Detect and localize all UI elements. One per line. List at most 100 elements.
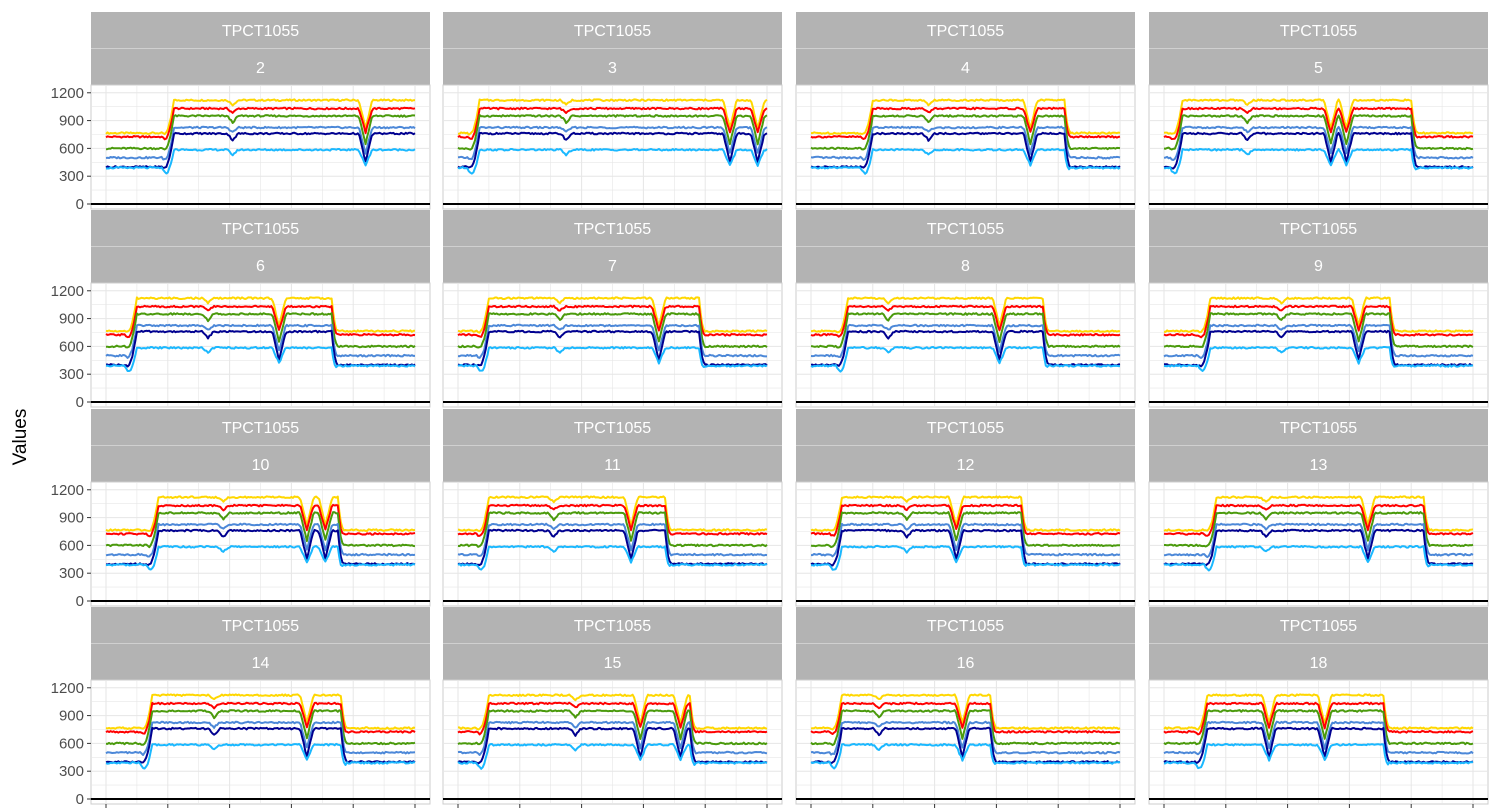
series-line-1 bbox=[1163, 98, 1474, 135]
series-line-6 bbox=[457, 545, 768, 571]
y-tick-label: 900 bbox=[59, 708, 84, 725]
series-line-4 bbox=[457, 522, 768, 557]
strip-bottom bbox=[91, 446, 430, 482]
series-line-1 bbox=[810, 693, 1121, 731]
series-line-2 bbox=[105, 503, 416, 538]
series-line-1 bbox=[457, 495, 768, 533]
strip-label-top: TPCT1055 bbox=[1280, 221, 1357, 238]
facet-panel-8: TPCT1055 8 bbox=[795, 210, 1136, 408]
strip-label-panel: 14 bbox=[252, 655, 270, 672]
strip-label-top: TPCT1055 bbox=[222, 221, 299, 238]
strip-bottom bbox=[796, 247, 1135, 283]
facet-panel-16: TPCT1055 16 bbox=[795, 607, 1136, 808]
y-tick-label: 900 bbox=[59, 113, 84, 130]
strip-top bbox=[443, 607, 782, 643]
series-line-2 bbox=[457, 701, 768, 736]
strip-label-top: TPCT1055 bbox=[574, 221, 651, 238]
series-line-6 bbox=[105, 545, 416, 571]
series-line-1 bbox=[1163, 693, 1474, 731]
strip-top bbox=[1149, 607, 1488, 643]
series-line-5 bbox=[1164, 329, 1474, 368]
series-line-1 bbox=[811, 296, 1121, 334]
facet-panel-15: TPCT1055 15 bbox=[442, 607, 783, 808]
strip-top bbox=[796, 12, 1135, 48]
strip-top bbox=[443, 210, 782, 246]
strip-top bbox=[796, 409, 1135, 445]
strip-label-top: TPCT1055 bbox=[927, 23, 1004, 40]
series-line-6 bbox=[1163, 743, 1474, 770]
series-line-6 bbox=[105, 742, 415, 770]
series-line-2 bbox=[457, 106, 768, 140]
series-line-1 bbox=[105, 296, 415, 333]
series-line-3 bbox=[1163, 114, 1474, 151]
strip-label-top: TPCT1055 bbox=[222, 420, 299, 437]
strip-top bbox=[1149, 210, 1488, 246]
series-line-2 bbox=[810, 701, 1120, 735]
strip-bottom bbox=[1149, 644, 1488, 680]
strip-top bbox=[443, 12, 782, 48]
series-line-3 bbox=[810, 312, 1121, 349]
series-line-3 bbox=[105, 511, 416, 549]
series-line-3 bbox=[457, 511, 768, 548]
series-line-4 bbox=[105, 720, 416, 756]
strip-label-top: TPCT1055 bbox=[1280, 618, 1357, 635]
facet-panel-7: TPCT1055 7 bbox=[442, 210, 783, 408]
series-line-6 bbox=[106, 346, 416, 372]
series-line-6 bbox=[457, 743, 768, 770]
facet-panel-5: TPCT1055 5 bbox=[1148, 12, 1489, 210]
strip-label-top: TPCT1055 bbox=[222, 618, 299, 635]
strip-label-panel: 11 bbox=[604, 457, 621, 474]
series-line-3 bbox=[810, 511, 1121, 549]
strip-top bbox=[796, 607, 1135, 643]
series-line-6 bbox=[1163, 346, 1474, 372]
series-line-6 bbox=[1163, 147, 1474, 175]
strip-bottom bbox=[796, 49, 1135, 85]
strip-label-top: TPCT1055 bbox=[574, 618, 651, 635]
y-axis-title: Values bbox=[10, 409, 31, 466]
y-tick-label: 1200 bbox=[51, 85, 84, 102]
strip-top bbox=[91, 12, 430, 48]
series-line-6 bbox=[105, 148, 416, 175]
series-line-5 bbox=[810, 131, 1121, 169]
y-tick-label: 0 bbox=[76, 196, 84, 213]
series-line-3 bbox=[106, 312, 416, 349]
y-tick-label: 600 bbox=[59, 735, 84, 752]
strip-label-panel: 9 bbox=[1314, 258, 1323, 275]
strip-label-panel: 15 bbox=[604, 655, 622, 672]
strip-top bbox=[91, 409, 430, 445]
strip-top bbox=[443, 409, 782, 445]
series-line-1 bbox=[457, 693, 768, 731]
strip-top bbox=[91, 607, 430, 643]
y-tick-label: 300 bbox=[59, 565, 84, 582]
facet-panel-3: TPCT1055 3 bbox=[442, 12, 783, 210]
strip-bottom bbox=[91, 49, 430, 85]
strip-bottom bbox=[443, 247, 782, 283]
strip-label-top: TPCT1055 bbox=[927, 618, 1004, 635]
series-line-4 bbox=[457, 323, 767, 359]
series-line-5 bbox=[457, 131, 768, 169]
strip-label-panel: 8 bbox=[961, 258, 970, 275]
series-line-4 bbox=[105, 323, 415, 359]
strip-bottom bbox=[1149, 446, 1488, 482]
strip-label-top: TPCT1055 bbox=[1280, 420, 1357, 437]
series-line-1 bbox=[1163, 495, 1474, 532]
strip-top bbox=[1149, 12, 1488, 48]
series-line-4 bbox=[810, 125, 1121, 161]
series-line-4 bbox=[811, 522, 1121, 558]
facet-panel-18: TPCT1055 18 bbox=[1148, 607, 1489, 808]
facet-panel-13: TPCT1055 13 bbox=[1148, 409, 1489, 607]
facet-panel-2: TPCT1055 2 0 300 600 900 1200 bbox=[51, 12, 431, 213]
y-tick-label: 1200 bbox=[51, 680, 84, 697]
series-line-6 bbox=[810, 346, 1120, 373]
series-line-1 bbox=[810, 495, 1121, 532]
series-line-3 bbox=[105, 114, 416, 151]
strip-label-top: TPCT1055 bbox=[222, 23, 299, 40]
facet-panel-4: TPCT1055 4 bbox=[795, 12, 1136, 210]
facet-panel-14: TPCT1055 14 0 300 600 900 1200 bbox=[51, 607, 431, 808]
strip-label-panel: 5 bbox=[1314, 60, 1323, 77]
series-line-2 bbox=[1163, 503, 1474, 537]
series-line-1 bbox=[105, 495, 416, 532]
facet-panel-11: TPCT1055 11 bbox=[442, 409, 783, 607]
strip-label-panel: 2 bbox=[256, 60, 265, 77]
strip-bottom bbox=[1149, 49, 1488, 85]
